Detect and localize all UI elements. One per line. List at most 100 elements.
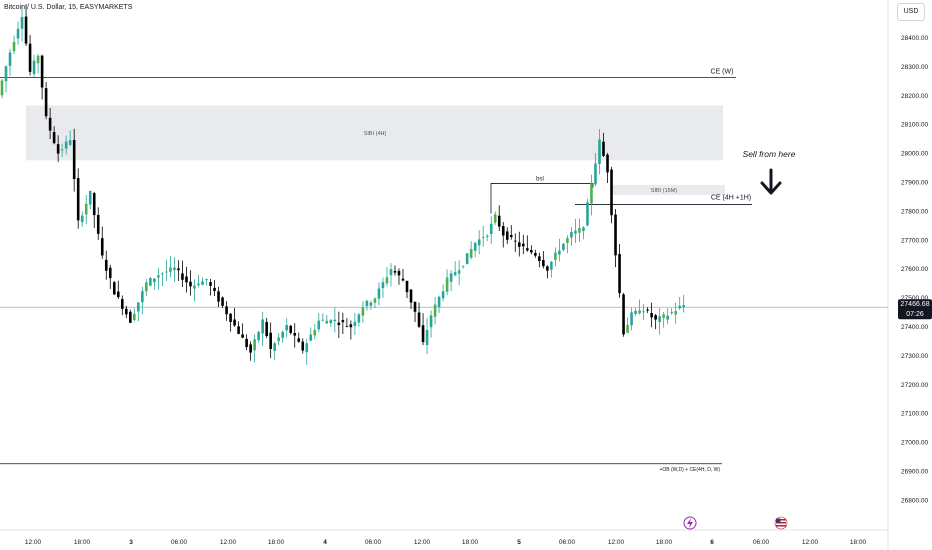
sibi-4h-zone[interactable] xyxy=(26,105,723,161)
candle-body xyxy=(44,88,48,117)
candle-body xyxy=(662,314,665,318)
candle-body xyxy=(337,322,341,326)
candle-body xyxy=(461,265,465,267)
y-tick-label: 28300.00 xyxy=(901,64,928,71)
x-tick-label: 12:00 xyxy=(802,539,819,546)
candle-body xyxy=(457,270,461,274)
x-tick-label: 18:00 xyxy=(462,539,479,546)
candle-body xyxy=(253,339,256,351)
candle-body xyxy=(277,337,280,342)
x-axis[interactable]: 12:00 18:00 3 06:00 12:00 18:00 4 06:00 12:00 18:… xyxy=(25,539,867,546)
last-price-countdown: 07:26 xyxy=(906,311,924,318)
candle-body xyxy=(425,330,429,345)
candle-body xyxy=(666,315,669,320)
candle-body xyxy=(602,141,605,156)
candle-body xyxy=(606,154,609,173)
candle-body xyxy=(586,202,589,226)
candle-body xyxy=(185,276,188,283)
candle-body xyxy=(153,278,156,283)
candle-body xyxy=(116,291,120,298)
x-tick-label: 3 xyxy=(129,539,133,546)
candle-body xyxy=(481,237,485,239)
candle-body xyxy=(397,270,401,276)
sibi-15m-label: SIBI (15M) xyxy=(651,188,677,194)
candle-body xyxy=(333,319,337,322)
candle-body xyxy=(149,278,152,286)
bsl-bracket[interactable] xyxy=(490,183,594,214)
x-tick-label: 06:00 xyxy=(365,539,382,546)
candle-body xyxy=(165,271,168,273)
candle-body xyxy=(209,282,212,286)
x-tick-label: 12:00 xyxy=(608,539,625,546)
candle-body xyxy=(20,16,24,29)
bsl-label: bsl xyxy=(536,176,544,182)
us-flag-event-icon[interactable] xyxy=(774,516,788,530)
candle-body xyxy=(554,252,557,260)
candle-body xyxy=(181,273,184,280)
candle-body xyxy=(393,270,397,273)
candle-body xyxy=(513,240,517,242)
x-tick-label: 06:00 xyxy=(753,539,770,546)
candle-body xyxy=(437,296,441,308)
candle-body xyxy=(112,282,116,295)
candle-body xyxy=(501,225,505,236)
candle-body xyxy=(289,325,293,333)
candle-body xyxy=(297,338,301,342)
candle-body xyxy=(453,272,457,276)
candle-body xyxy=(80,215,84,223)
candle-body xyxy=(24,16,28,44)
candle-body xyxy=(301,341,305,351)
x-tick-label: 18:00 xyxy=(268,539,285,546)
candle-body xyxy=(8,52,12,66)
candle-body xyxy=(233,319,236,326)
candle-body xyxy=(618,253,621,294)
x-tick-label: 06:00 xyxy=(171,539,188,546)
candle-body xyxy=(169,267,172,272)
candle-body xyxy=(497,215,501,227)
candle-body xyxy=(658,316,661,323)
candle-body xyxy=(225,306,228,315)
candle-body xyxy=(654,315,657,320)
candle-body xyxy=(309,334,313,341)
candle-body xyxy=(133,313,136,321)
candle-body xyxy=(401,278,405,281)
candle-body xyxy=(56,144,60,154)
candle-body xyxy=(650,312,653,318)
candle-body xyxy=(365,300,369,307)
candle-body xyxy=(205,279,208,281)
last-price-value: 27466.68 xyxy=(900,301,929,308)
candle-body xyxy=(293,332,297,336)
candle-body xyxy=(36,55,40,64)
candle-body xyxy=(161,273,164,275)
candle-body xyxy=(469,249,473,258)
x-tick-label: 18:00 xyxy=(850,539,867,546)
symbol-title: Bitcoin / U.S. Dollar, 15, EASYMARKETS xyxy=(4,4,133,11)
candle-body xyxy=(626,324,629,333)
candle-body xyxy=(129,311,132,323)
candle-body xyxy=(189,281,192,287)
candle-body xyxy=(465,253,469,265)
candle-body xyxy=(16,28,20,39)
ce-weekly-label: CE (W) xyxy=(711,68,734,75)
candle-body xyxy=(389,269,393,276)
y-tick-label: 27900.00 xyxy=(901,180,928,187)
candle-body xyxy=(104,259,108,271)
candle-body xyxy=(261,319,264,334)
candle-body xyxy=(361,307,365,316)
candle-body xyxy=(201,281,204,285)
candle-body xyxy=(213,287,216,291)
sibi-4h-label: SIBI (4H) xyxy=(364,131,387,137)
sibi-15m-zone[interactable] xyxy=(610,184,725,196)
candle-body xyxy=(558,250,561,255)
candle-body xyxy=(646,309,649,311)
currency-button[interactable]: USD xyxy=(897,3,925,21)
candle-body xyxy=(40,55,44,88)
candle-body xyxy=(349,324,353,328)
candle-body xyxy=(433,304,437,317)
candle-body xyxy=(534,252,537,256)
y-tick-label: 27500.00 xyxy=(901,295,928,302)
lightning-event-icon[interactable] xyxy=(683,516,697,530)
y-axis[interactable]: 28400.00 28300.00 28200.00 28100.00 28000.00… xyxy=(901,35,928,504)
x-tick-label: 12:00 xyxy=(414,539,431,546)
